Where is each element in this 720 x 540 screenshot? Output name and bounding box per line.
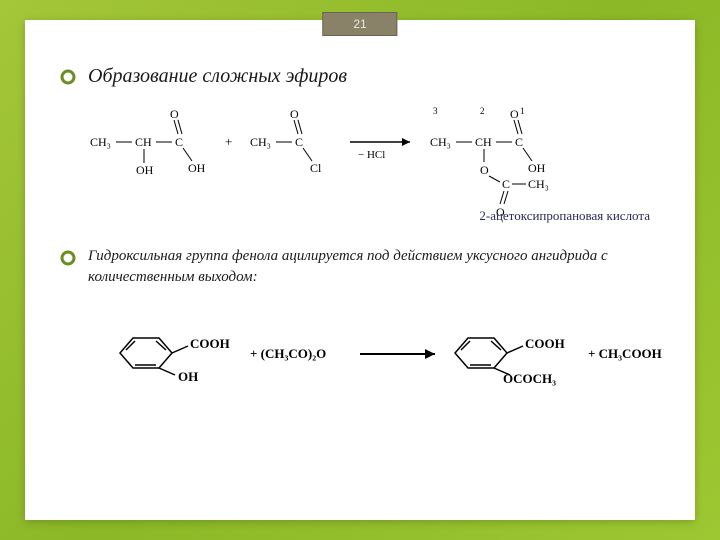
svg-text:3: 3	[433, 106, 438, 116]
slide-container: 21 Образование сложных эфиров CH₃ CH OH …	[25, 20, 695, 520]
svg-text:CH: CH	[135, 135, 152, 149]
heading-text: Образование сложных эфиров	[88, 65, 347, 88]
product-name: 2-ацетоксипропановая кислота	[479, 208, 650, 224]
slide-content: Образование сложных эфиров CH₃ CH OH C O…	[25, 20, 695, 428]
svg-text:C: C	[502, 177, 510, 191]
svg-text:O: O	[290, 107, 299, 121]
reaction-2: COOH OH + (CH₃CO)₂O COOH OCOCH₃	[90, 308, 660, 408]
svg-text:O: O	[480, 163, 489, 177]
svg-text:OCOCH₃: OCOCH₃	[503, 371, 556, 386]
svg-text:1: 1	[520, 106, 525, 116]
svg-text:CH: CH	[475, 135, 492, 149]
svg-text:C: C	[295, 135, 303, 149]
svg-text:OH: OH	[136, 163, 154, 177]
svg-text:CH₃: CH₃	[430, 135, 451, 149]
page-number-text: 21	[353, 17, 366, 31]
subheading-text: Гидроксильная группа фенола ацилируется …	[88, 246, 660, 288]
svg-text:Cl: Cl	[310, 161, 322, 175]
svg-text:+: +	[225, 134, 232, 149]
svg-text:2: 2	[480, 106, 485, 116]
bullet-icon	[60, 250, 76, 266]
svg-text:CH₃: CH₃	[528, 177, 549, 191]
svg-text:O: O	[170, 107, 179, 121]
reaction2-svg: COOH OH + (CH₃CO)₂O COOH OCOCH₃	[90, 308, 690, 408]
svg-text:C: C	[515, 135, 523, 149]
svg-text:OH: OH	[178, 369, 198, 384]
reaction-1: CH₃ CH OH C O OH + CH₃ C	[80, 106, 660, 226]
svg-text:COOH: COOH	[190, 336, 230, 351]
svg-text:O: O	[510, 107, 519, 121]
svg-text:CH₃: CH₃	[250, 135, 271, 149]
svg-text:+ CH₃COOH: + CH₃COOH	[588, 346, 662, 361]
bullet-icon	[60, 69, 76, 85]
svg-text:OH: OH	[188, 161, 206, 175]
subheading-row: Гидроксильная группа фенола ацилируется …	[60, 246, 660, 288]
svg-text:− HCl: − HCl	[358, 149, 385, 161]
svg-text:COOH: COOH	[525, 336, 565, 351]
page-number: 21	[322, 12, 397, 36]
svg-text:+ (CH₃CO)₂O: + (CH₃CO)₂O	[250, 346, 326, 361]
heading-row: Образование сложных эфиров	[60, 65, 660, 88]
svg-text:OH: OH	[528, 161, 546, 175]
svg-text:C: C	[175, 135, 183, 149]
svg-text:CH₃: CH₃	[90, 135, 111, 149]
